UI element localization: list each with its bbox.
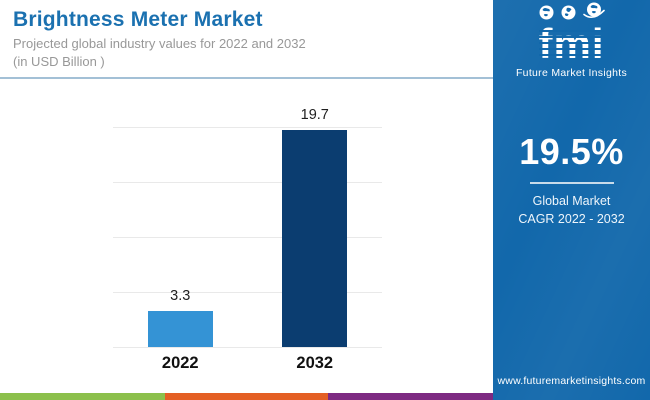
sidebar: fmi Future Market Insights 19.5% Global …: [493, 0, 650, 400]
bar-2022: [147, 310, 213, 347]
footer-stripe-orange: [165, 393, 328, 400]
bar-chart: 3.3 2022 19.7 2032: [113, 105, 382, 380]
footer-stripe-purple: [328, 393, 493, 400]
page-title: Brightness Meter Market: [13, 8, 263, 31]
cagr-value: 19.5%: [519, 131, 624, 172]
website-url: www.futuremarketinsights.com: [497, 375, 646, 387]
logo-subtext: Future Market Insights: [515, 67, 628, 79]
cagr-block: 19.5% Global Market CAGR 2022 - 2032: [493, 131, 650, 228]
logo-globe-icons: [493, 2, 650, 25]
gridline: [113, 347, 382, 348]
bar-value-label: 3.3: [170, 287, 191, 304]
cagr-label-line1: Global Market: [532, 194, 611, 208]
bar-value-label: 19.7: [300, 107, 329, 124]
gridline: [113, 127, 382, 128]
gridline: [113, 292, 382, 293]
fmi-logo: fmi Future Market Insights: [493, 0, 650, 79]
x-axis-label: 2032: [296, 354, 334, 372]
bar-2032: [282, 130, 348, 347]
gridline: [113, 182, 382, 183]
subtitle-line2: (in USD Billion ): [13, 54, 105, 69]
footer-stripe-green: [0, 393, 165, 400]
globe-icon: [561, 5, 576, 25]
x-axis-label: 2022: [161, 354, 199, 372]
globe-icon: [539, 5, 554, 25]
header-divider: [0, 77, 493, 79]
gridline: [113, 237, 382, 238]
logo-text: fmi: [538, 20, 605, 67]
globe-icon: [582, 2, 605, 25]
cagr-divider: [529, 182, 614, 184]
header: Brightness Meter Market Projected global…: [13, 8, 483, 70]
subtitle-line1: Projected global industry values for 202…: [13, 36, 306, 51]
cagr-label-line2: CAGR 2022 - 2032: [518, 212, 625, 226]
